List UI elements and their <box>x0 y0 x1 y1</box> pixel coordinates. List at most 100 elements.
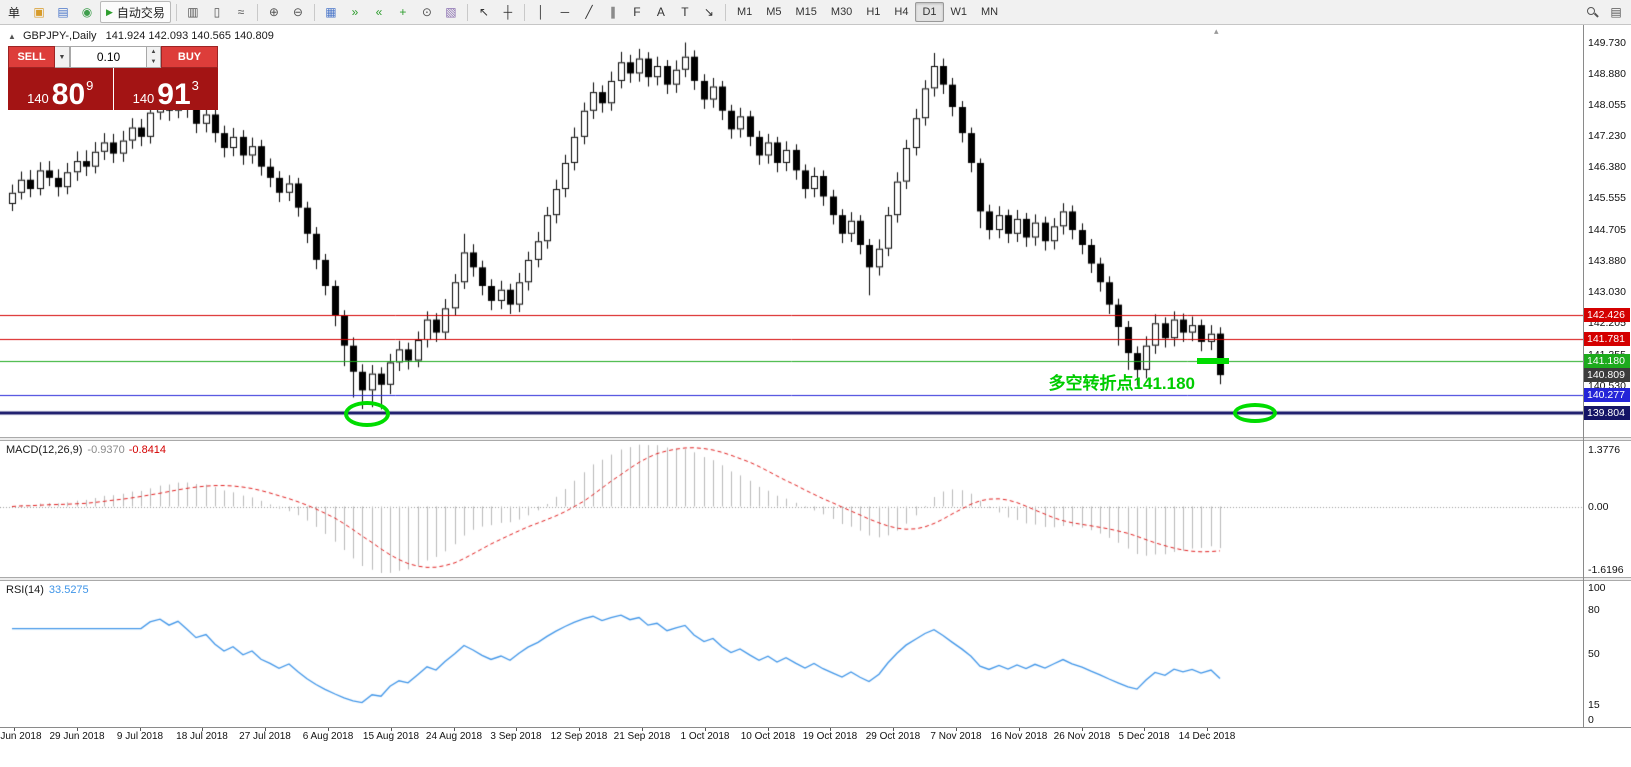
axis-border <box>1583 25 1584 767</box>
sell-button[interactable]: SELL <box>8 46 55 68</box>
chart-window-icon[interactable]: ▤ <box>57 5 69 19</box>
time-axis-tick <box>705 728 706 731</box>
rsi-pane-canvas[interactable] <box>0 581 1583 727</box>
toolbar-separator <box>466 3 468 21</box>
time-axis[interactable]: 20 Jun 2018 29 Jun 2018 9 Jul 2018 18 Jul 2… <box>0 727 1631 767</box>
time-axis-tick <box>140 728 141 731</box>
date-label: 14 Dec 2018 <box>1178 731 1236 742</box>
rsi-indicator-label: RSI(14) 33.5275 <box>6 584 89 596</box>
auto-scroll-icon[interactable]: » <box>351 5 359 19</box>
help-icon[interactable]: ◉ <box>81 5 93 19</box>
channel-icon[interactable]: ∥ <box>609 5 616 19</box>
horizontal-line-icon[interactable]: ─ <box>560 5 570 19</box>
toolbar-separator <box>256 3 258 21</box>
highlight-ellipse <box>1233 402 1277 423</box>
timeframe-h1[interactable]: H1 <box>866 6 881 18</box>
timeframe-h4[interactable]: H4 <box>894 6 909 18</box>
date-label: 6 Aug 2018 <box>302 731 354 742</box>
tile-windows-icon[interactable]: ▦ <box>325 5 337 19</box>
timeframe-m1[interactable]: M1 <box>736 6 753 18</box>
pane-separator[interactable] <box>0 577 1631 581</box>
new-order-icon[interactable]: ▣ <box>33 5 45 19</box>
time-axis-tick <box>768 728 769 731</box>
price-axis-label: 148.055 <box>1588 98 1626 111</box>
rsi-scale-label: 50 <box>1588 648 1600 660</box>
price-axis-label: 146.380 <box>1588 161 1626 174</box>
autotrading-button[interactable]: ▶ 自动交易 <box>100 1 171 23</box>
buy-button[interactable]: BUY <box>161 46 218 68</box>
toolbar-separator <box>313 3 315 21</box>
period-icon[interactable]: ⊙ <box>421 5 432 19</box>
volume-up-icon[interactable]: ▲ <box>150 49 157 55</box>
macd-main-value: -0.9370 <box>87 444 125 456</box>
trendline-icon[interactable]: ╱ <box>585 5 593 19</box>
volume-input[interactable] <box>70 46 146 68</box>
toolbar-separator <box>724 3 726 21</box>
trade-prices-row: 140 80 9 140 91 3 <box>8 68 218 110</box>
time-axis-tick <box>328 728 329 731</box>
rsi-name: RSI(14) <box>6 584 44 596</box>
volume-stepper: ▲ ▼ <box>146 46 161 68</box>
bar-chart-icon[interactable]: ▥ <box>187 5 199 19</box>
date-label: 27 Jul 2018 <box>239 731 291 742</box>
time-axis-tick <box>642 728 643 731</box>
highlight-segment <box>1197 358 1229 365</box>
buy-price-button[interactable]: 140 91 3 <box>113 68 218 110</box>
sell-price-pips: 80 <box>51 77 86 111</box>
date-label: 26 Nov 2018 <box>1053 731 1111 742</box>
time-axis-tick <box>1082 728 1083 731</box>
pane-separator[interactable] <box>0 437 1631 441</box>
arrows-icon[interactable]: ↘ <box>703 5 714 19</box>
autotrading-label: 自动交易 <box>116 5 165 20</box>
macd-signal-value: -0.8414 <box>128 444 167 456</box>
timeframe-mn[interactable]: MN <box>981 6 999 18</box>
macd-scale-label: -1.6196 <box>1588 564 1624 576</box>
price-chart-canvas[interactable] <box>0 25 1583 437</box>
timeframe-d1[interactable]: D1 <box>915 2 944 22</box>
order-type-dropdown[interactable]: ▼ <box>55 46 70 68</box>
date-label: 19 Oct 2018 <box>802 731 858 742</box>
zoom-out-icon[interactable]: ⊖ <box>292 5 303 19</box>
macd-scale-label: 1.3776 <box>1588 443 1621 456</box>
macd-pane-canvas[interactable] <box>0 441 1583 577</box>
chart-shift-marker[interactable]: ▴ <box>1214 26 1219 36</box>
candlestick-chart-icon[interactable]: ▯ <box>213 5 221 19</box>
orders-label[interactable]: 单 <box>7 5 20 20</box>
crosshair-icon[interactable]: ┼ <box>503 5 513 19</box>
date-label: 3 Sep 2018 <box>490 731 542 742</box>
text-icon[interactable]: A <box>656 5 665 19</box>
time-axis-tick <box>1144 728 1145 731</box>
timeframe-w1[interactable]: W1 <box>950 6 968 18</box>
time-axis-tick <box>579 728 580 731</box>
line-chart-icon[interactable]: ≈ <box>237 5 245 19</box>
search-icon[interactable] <box>1581 1 1603 23</box>
timeframe-m15[interactable]: M15 <box>795 6 817 18</box>
time-axis-tick <box>391 728 392 731</box>
vertical-line-icon[interactable]: │ <box>537 5 545 19</box>
sell-price-base: 140 <box>27 91 49 106</box>
add-indicator-icon[interactable]: + <box>399 5 407 19</box>
sell-price-button[interactable]: 140 80 9 <box>8 68 113 110</box>
collapse-arrow-icon[interactable]: ▲ <box>8 32 16 41</box>
price-tag-resistance: 141.781 <box>1584 331 1630 346</box>
rsi-value: 33.5275 <box>48 584 89 596</box>
zoom-in-icon[interactable]: ⊕ <box>268 5 279 19</box>
date-label: 1 Oct 2018 <box>680 731 730 742</box>
template-icon[interactable]: ▧ <box>445 5 457 19</box>
cursor-icon[interactable]: ↖ <box>478 5 489 19</box>
time-axis-tick <box>265 728 266 731</box>
date-label: 24 Aug 2018 <box>425 731 483 742</box>
label-icon[interactable]: T <box>681 5 689 19</box>
timeframe-m5[interactable]: M5 <box>766 6 782 18</box>
price-axis-label: 143.880 <box>1588 254 1626 267</box>
time-axis-tick <box>956 728 957 731</box>
trade-controls-row: SELL ▼ ▲ ▼ BUY <box>8 46 218 68</box>
time-axis-tick <box>1019 728 1020 731</box>
docking-icon[interactable]: ▤ <box>1610 5 1622 19</box>
timeframe-m30[interactable]: M30 <box>830 6 853 18</box>
chart-shift-icon[interactable]: « <box>375 5 383 19</box>
price-axis-label: 143.030 <box>1588 286 1626 299</box>
date-label: 5 Dec 2018 <box>1118 731 1170 742</box>
fibonacci-icon[interactable]: F <box>633 5 641 19</box>
volume-down-icon[interactable]: ▼ <box>150 59 157 65</box>
